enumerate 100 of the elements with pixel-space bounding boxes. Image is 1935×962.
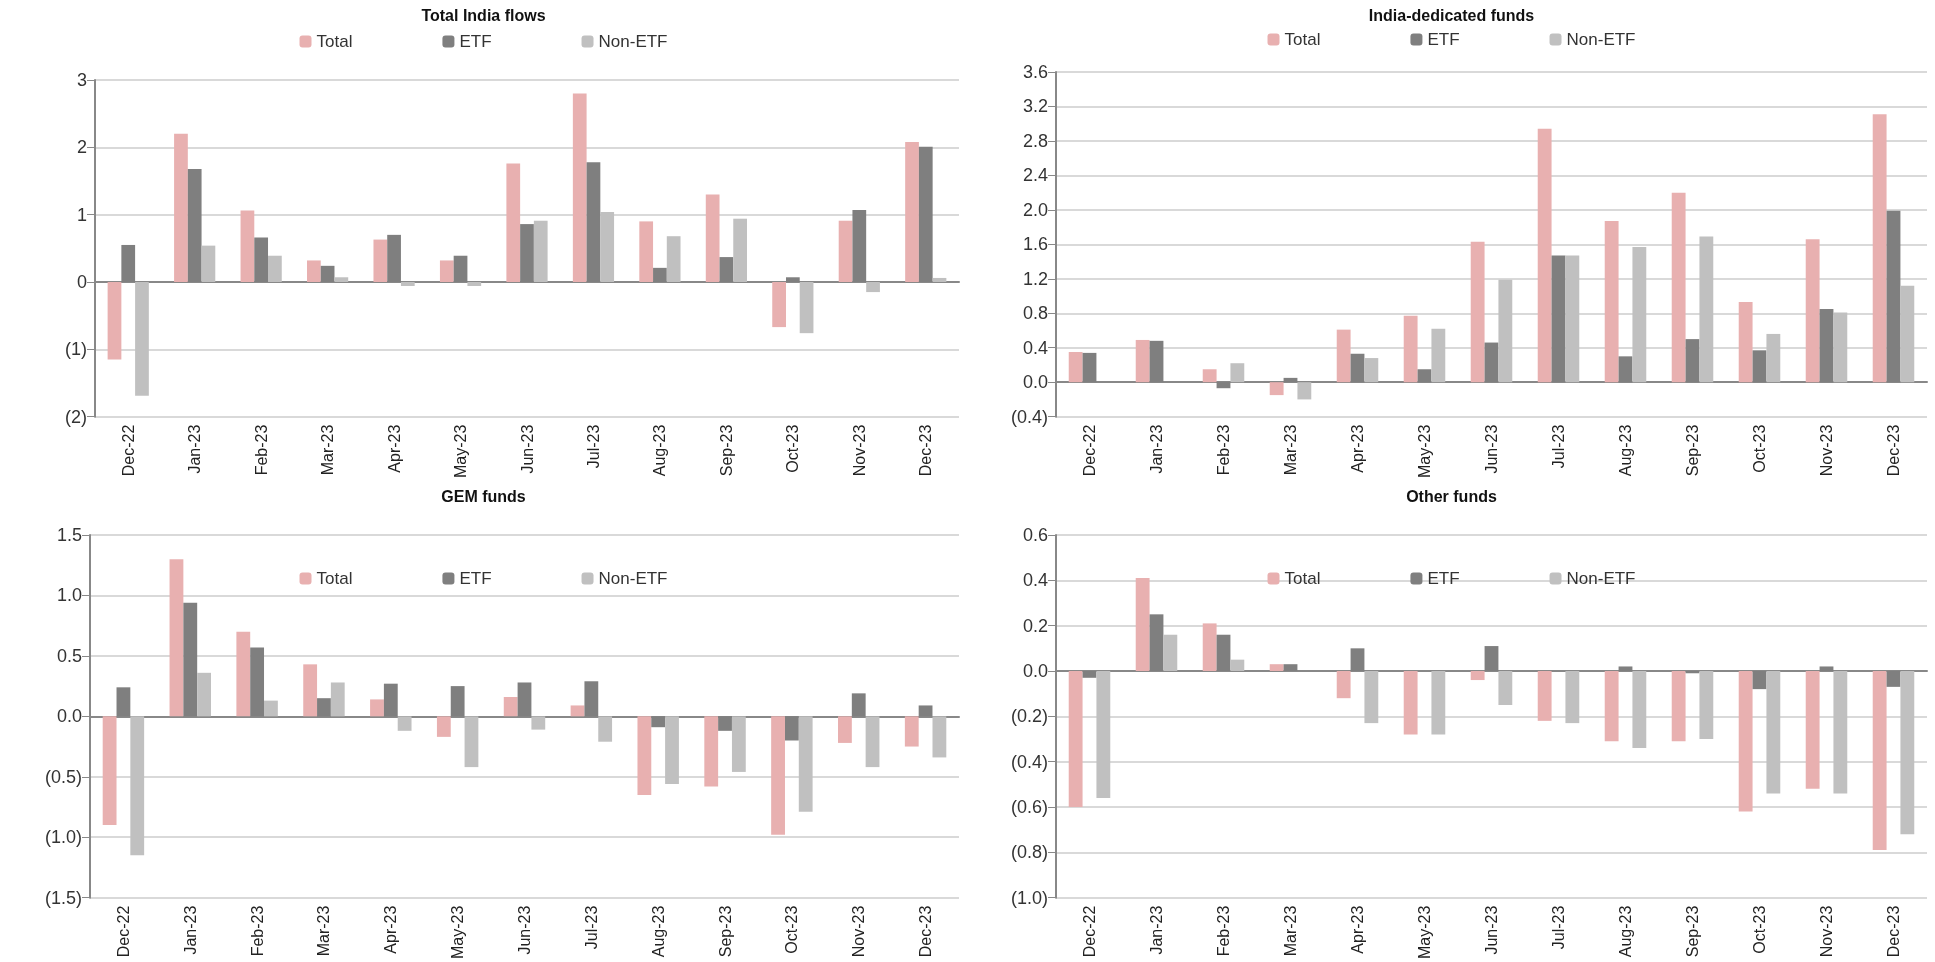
bar [1604,221,1619,383]
y-tick-label: (1.5) [44,887,82,908]
bar [464,716,479,768]
bar [400,281,415,287]
bar [665,716,679,785]
bar [240,210,255,282]
bar [572,93,587,282]
bar [531,716,546,730]
bar [651,716,666,728]
bar [1135,339,1150,383]
y-tick-label: (2) [65,406,87,427]
x-tick-label: Apr-23 [1349,905,1366,954]
bar [307,260,321,282]
x-tick-label: Jul-23 [584,424,602,469]
bar [264,700,278,717]
bar [334,277,349,282]
legend-label: ETF [459,569,492,588]
y-tick-label: 2.8 [1022,130,1048,151]
bar [1766,670,1781,794]
legend-label: Total [1284,30,1321,49]
y-tick-label: 0 [76,271,87,292]
x-tick-label: Aug-23 [649,905,667,958]
bar [236,631,251,717]
bar [705,194,720,282]
bar [1364,358,1379,383]
bar [838,716,852,743]
bar [799,281,814,334]
legend-label: Non-ETF [598,569,668,588]
y-tick-label: (0.8) [1010,842,1048,863]
x-tick-label: Dec-23 [917,905,935,958]
bar [1202,623,1217,671]
bar [436,716,451,737]
bar [1699,670,1714,739]
x-tick-label: Sep-23 [1684,424,1701,477]
bar [370,699,384,717]
bar [1470,670,1485,681]
bar [1805,670,1820,789]
bar [503,696,518,717]
x-tick-label: Sep-23 [717,424,735,477]
bar [1833,670,1848,794]
legend-label: Total [316,569,353,588]
bar [798,716,813,812]
bar [932,277,947,282]
x-tick-label: Feb-23 [1215,424,1232,476]
bar [268,255,282,282]
bar [637,716,652,795]
bar [704,716,719,787]
bar [1336,329,1351,383]
y-tick-label: (1.0) [44,827,82,848]
x-tick-label: Apr-23 [1349,424,1366,473]
y-tick-label: 1.2 [1022,268,1048,289]
bar [130,716,145,856]
bar [397,716,412,731]
bar [600,211,615,282]
x-tick-label: Aug-23 [651,424,669,477]
y-tick-label: (1) [65,339,87,360]
bar [1297,382,1312,400]
bar [866,281,880,293]
bar [1833,312,1848,383]
x-tick-label: Jul-23 [1550,424,1567,469]
bar [135,281,149,396]
chart-title: GEM funds [441,487,526,505]
bar [772,281,786,328]
bar [1135,578,1150,671]
bar [1671,192,1686,383]
bar [1403,315,1418,383]
bar [467,281,482,287]
bar [1632,670,1647,749]
bar [666,236,681,282]
chart-title: Total India flows [421,6,546,24]
x-tick-label: Dec-22 [1081,905,1098,958]
bar [1699,236,1714,383]
y-tick-label: (0.6) [1010,796,1048,817]
y-tick-label: 0.4 [1022,337,1048,358]
x-tick-label: Mar-23 [315,905,333,957]
legend-label: ETF [1427,30,1460,49]
y-tick-label: 1.6 [1022,234,1048,255]
bar [1230,659,1245,671]
bar [865,716,880,768]
bar [1269,664,1284,671]
x-tick-label: Apr-23 [385,424,403,473]
x-tick-label: Jun-23 [1483,424,1500,474]
bar [733,218,747,282]
x-tick-label: Oct-23 [1751,424,1768,473]
bar [1364,670,1379,724]
y-tick-label: 0.0 [1022,372,1048,393]
bar [107,281,122,360]
y-tick-label: 1 [76,204,87,225]
bar [1565,255,1580,383]
x-tick-label: Nov-23 [850,424,868,477]
bar [718,716,732,731]
y-tick-label: 0.0 [1022,660,1048,681]
bar [1537,670,1552,721]
y-tick-label: 0.5 [56,645,82,666]
x-tick-label: Nov-23 [850,905,868,958]
x-tick-label: Dec-22 [1081,424,1098,477]
y-tick-label: 0.0 [56,706,82,727]
bar [1766,333,1781,383]
x-tick-label: Jun-23 [516,905,533,955]
x-tick-label: Feb-23 [252,424,270,476]
